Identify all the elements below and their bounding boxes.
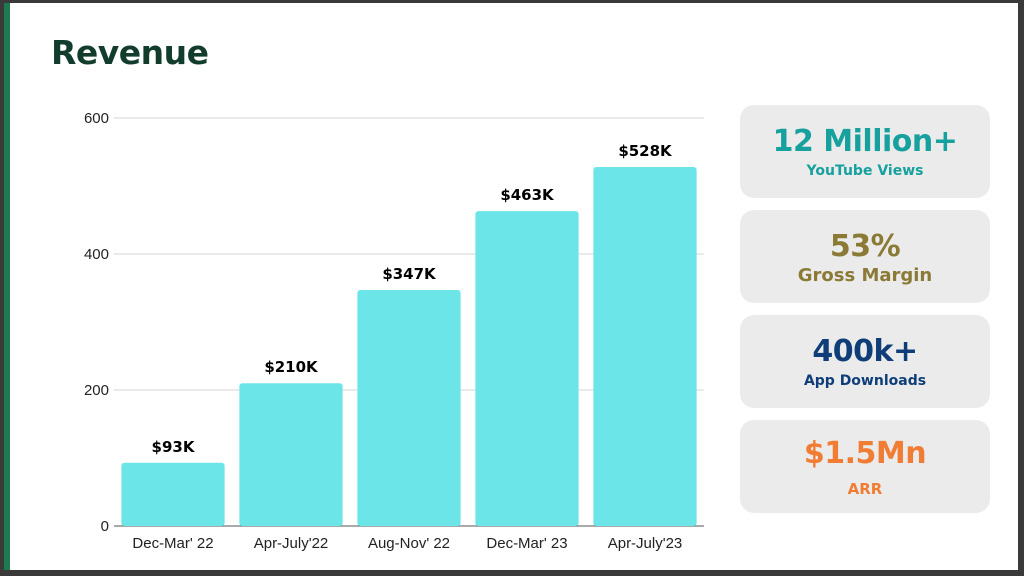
- data-label: $210K: [264, 358, 319, 376]
- bar: [357, 290, 461, 526]
- stat-label: YouTube Views: [806, 162, 924, 179]
- slide: Revenue 0 200 400 600 $93K Dec-Mar' 22 $210K Ap…: [4, 3, 1018, 570]
- revenue-bar-chart: 0 200 400 600 $93K Dec-Mar' 22 $210K Apr-July'2…: [64, 103, 714, 553]
- y-tick-label: 600: [84, 110, 109, 127]
- bar: [593, 166, 697, 526]
- bar: [121, 462, 225, 526]
- stat-card-gross-margin: 53% Gross Margin: [740, 210, 990, 303]
- stat-label: App Downloads: [803, 372, 927, 389]
- x-tick-label: Apr-July'22: [254, 535, 329, 552]
- stats-panel: 12 Million+ YouTube Views 53% Gross Marg…: [740, 105, 990, 525]
- bar: [239, 383, 343, 526]
- stat-value: 12 Million+: [772, 123, 958, 159]
- chart-svg: 0 200 400 600 $93K Dec-Mar' 22 $210K Apr-July'2…: [84, 110, 704, 552]
- stat-card-youtube-views: 12 Million+ YouTube Views: [740, 105, 990, 198]
- accent-bar: [4, 3, 10, 570]
- stat-value: 53%: [829, 228, 901, 264]
- data-label: $93K: [152, 438, 196, 456]
- x-tick-label: Dec-Mar' 23: [486, 535, 567, 552]
- x-tick-label: Dec-Mar' 22: [132, 535, 213, 552]
- data-label: $528K: [618, 142, 673, 160]
- y-tick-label: 200: [84, 382, 109, 399]
- stat-value: 400k+: [812, 333, 918, 369]
- y-tick-label: 0: [101, 518, 109, 535]
- x-tick-label: Aug-Nov' 22: [368, 535, 450, 552]
- bar: [475, 211, 579, 526]
- stat-value: $1.5Mn: [803, 435, 927, 471]
- y-tick-label: 400: [84, 246, 109, 263]
- data-label: $463K: [500, 186, 555, 204]
- stat-card-app-downloads: 400k+ App Downloads: [740, 315, 990, 408]
- stat-card-arr: $1.5Mn ARR: [740, 420, 990, 513]
- stat-label: Gross Margin: [797, 264, 933, 286]
- slide-title: Revenue: [51, 33, 209, 72]
- data-label: $347K: [382, 265, 437, 283]
- x-tick-label: Apr-July'23: [608, 535, 683, 552]
- stat-label: ARR: [847, 479, 883, 498]
